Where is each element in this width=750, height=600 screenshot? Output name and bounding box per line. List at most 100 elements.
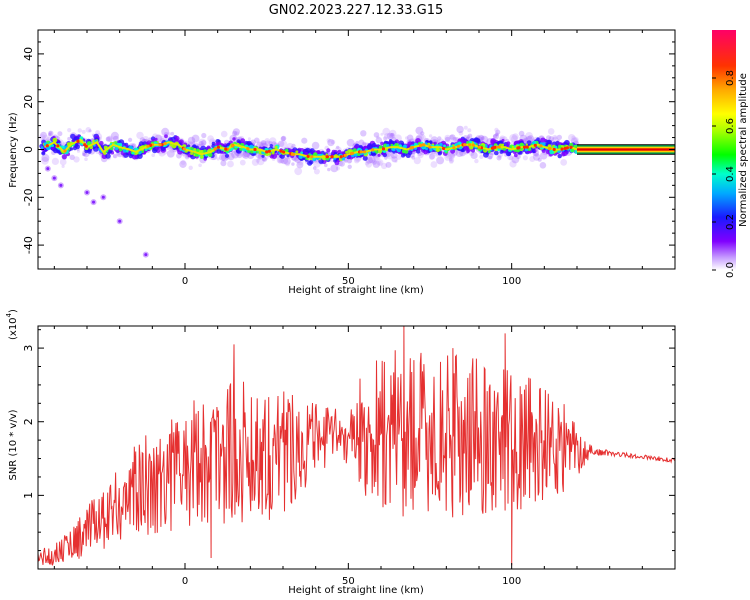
spectrogram-peak-cell <box>552 147 556 152</box>
colorbar-gradient <box>712 30 736 270</box>
spectrogram-peak-cell <box>517 146 521 150</box>
spectrogram-core-cell <box>401 149 406 154</box>
spectrogram-halo-cell <box>294 167 303 176</box>
spectrogram-halo-cell <box>161 127 170 136</box>
spectrogram-core-cell <box>375 150 379 154</box>
spectrogram-halo-cell <box>386 132 394 140</box>
spectrogram-peak-cell <box>83 143 87 147</box>
spectrogram-halo-cell <box>385 161 392 168</box>
spectrogram-halo-cell <box>380 132 384 136</box>
spectrogram-halo-cell <box>313 168 320 175</box>
spectrogram-peak-cell <box>525 145 529 149</box>
spectrogram-halo-cell <box>312 166 317 170</box>
spectrogram-halo-cell <box>376 159 384 167</box>
spectrogram-band-cell <box>366 144 373 150</box>
spectrogram-peak-cell <box>359 150 363 154</box>
spectrogram-peak-cell <box>158 143 162 147</box>
spectrogram-core-cell <box>285 149 288 153</box>
spectrogram-core-cell <box>115 147 119 151</box>
spectrogram-halo-cell <box>257 154 263 160</box>
spectrogram-halo-cell <box>227 160 234 168</box>
spectrogram-band-cell <box>490 138 497 145</box>
spectrogram-halo-cell <box>346 138 355 147</box>
spectrogram-peak-cell <box>468 143 472 147</box>
spectrogram-halo-cell <box>296 161 304 169</box>
spectrogram-halo-cell <box>496 155 502 161</box>
spectrogram-core-cell <box>403 144 407 148</box>
spectrogram-band-cell <box>380 141 384 146</box>
spectrogram-halo-cell <box>82 152 86 157</box>
spectrogram-core-cell <box>345 150 349 154</box>
spectrogram-band-cell <box>371 151 377 157</box>
spectrogram-halo-cell <box>568 134 576 142</box>
spectrogram-halo-cell <box>373 132 380 138</box>
spectrogram-halo-cell <box>265 140 271 146</box>
spectrogram-halo-cell <box>391 156 398 163</box>
spectrogram-halo-cell <box>390 151 398 159</box>
spectrogram-core-cell <box>515 148 521 153</box>
colorbar: 0.0 0.2 0.4 0.6 0.8 Normalized spectral ampl… <box>712 30 749 278</box>
spectrogram-halo-cell <box>262 156 268 162</box>
spectrogram-halo-cell <box>232 130 238 136</box>
spectrogram-peak-cell <box>428 145 432 149</box>
spectrogram-halo-cell <box>452 136 457 142</box>
spectrogram-core-cell <box>386 143 390 148</box>
spectrogram-halo-cell <box>46 136 52 142</box>
spectrogram-peak-cell <box>493 145 497 149</box>
spectrogram-peak-cell <box>497 145 501 149</box>
spectrogram-peak-cell <box>410 145 415 150</box>
spectrogram-halo-cell <box>277 140 285 147</box>
spectrogram-halo-cell <box>188 165 193 170</box>
snr-multiplier-exp: 4 <box>5 312 13 317</box>
spectrogram-halo-cell <box>330 139 336 145</box>
spectrogram-peak-cell <box>279 149 283 153</box>
spectrogram-halo-cell <box>73 156 80 163</box>
spectrogram-halo-cell <box>479 154 484 159</box>
spectrogram-halo-cell <box>259 140 267 148</box>
spectrogram-halo-cell <box>85 127 92 133</box>
spectrogram-halo-cell <box>67 136 71 141</box>
spectrogram-peak-cell <box>339 155 343 159</box>
spectrogram-halo-cell <box>256 157 265 166</box>
spectrogram-peak-cell <box>463 143 467 147</box>
spectrogram-core-cell <box>190 151 194 155</box>
spectrogram-peak-cell <box>533 143 537 147</box>
spectrogram-core-cell <box>196 148 200 152</box>
spectrogram-peak-cell <box>213 147 217 151</box>
spectrogram-band-cell <box>240 138 246 144</box>
spectrogram-peak-cell <box>419 143 423 147</box>
spectrogram-core-cell <box>487 150 491 154</box>
spectrogram-halo-cell <box>51 157 60 165</box>
spectrogram-halo-cell <box>269 137 277 145</box>
spectrogram-core-cell <box>200 155 204 159</box>
spectrogram-halo-cell <box>83 152 87 156</box>
spectrogram-halo-cell <box>383 136 388 141</box>
spectrogram-peak-cell <box>456 144 460 148</box>
spectrogram-band-cell <box>309 159 314 165</box>
spectrogram-halo-cell <box>136 131 144 140</box>
spectrogram-core-cell <box>557 149 561 153</box>
spectrogram-halo-cell <box>456 125 464 134</box>
spectrogram-peak-cell <box>539 144 543 148</box>
spectrogram-halo-cell <box>281 135 287 141</box>
spectrogram-halo-cell <box>474 158 479 164</box>
spectrogram-core-cell <box>427 142 431 146</box>
spectrogram-halo-cell <box>364 161 370 166</box>
spectrogram-halo-cell <box>40 131 47 139</box>
spectrogram-peak-cell <box>265 150 269 154</box>
spectrogram-band-cell <box>423 149 428 155</box>
spectrogram-halo-cell <box>286 142 294 150</box>
spectrogram-halo-cell <box>170 131 175 136</box>
spectrogram-band-cell <box>269 144 273 148</box>
spectrogram-halo-cell <box>444 134 451 142</box>
svg-text:(x104): (x104) <box>5 309 19 340</box>
spectrogram-band-cell <box>261 154 265 158</box>
spectrogram-halo-cell <box>112 153 118 159</box>
spectrogram-halo-cell <box>88 129 92 133</box>
spectrogram-halo-cell <box>232 128 240 136</box>
spectrogram-halo-cell <box>277 159 282 164</box>
spectrogram-halo-cell <box>365 161 373 168</box>
spectrogram-halo-cell <box>495 133 499 137</box>
spectrogram-band-cell <box>471 148 475 153</box>
spectrogram-halo-cell <box>234 131 240 137</box>
